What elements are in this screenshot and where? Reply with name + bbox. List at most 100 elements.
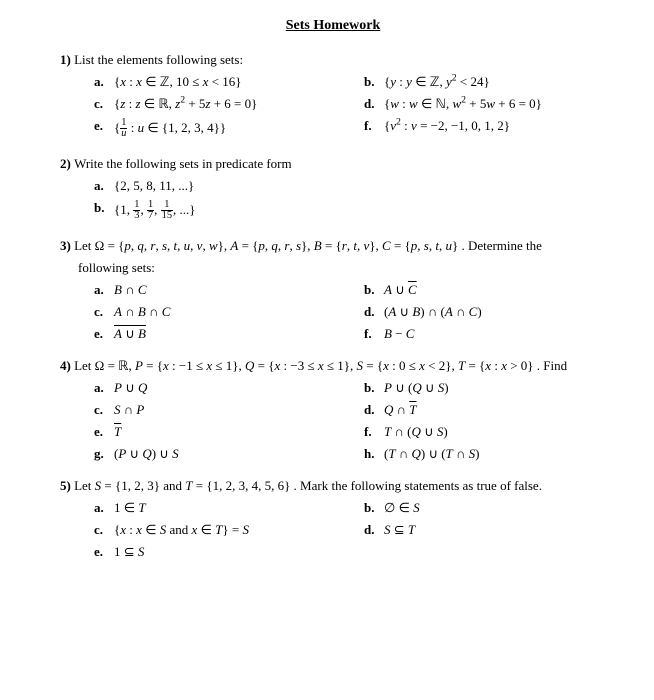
item-expression: (P ∪ Q) ∪ S <box>114 446 179 462</box>
item-row: b.{1, 13, 17, 115, ...} <box>94 200 606 222</box>
item-row: a.1 ∈ Tb.∅ ∈ S <box>94 500 606 516</box>
item-cell: d.{w : w ∈ ℕ, w2 + 5w + 6 = 0} <box>364 96 542 112</box>
item-cell: a.{x : x ∈ ℤ, 10 ≤ x < 16} <box>94 74 364 90</box>
item-cell: b.{y : y ∈ ℤ, y2 < 24} <box>364 74 490 90</box>
item-expression: {v2 : v = −2, −1, 0, 1, 2} <box>384 118 510 134</box>
item-row: c.A ∩ B ∩ Cd.(A ∪ B) ∩ (A ∩ C) <box>94 304 606 320</box>
item-cell: c.{x : x ∈ S and x ∈ T} = S <box>94 522 364 538</box>
question-text: Let S = {1, 2, 3} and T = {1, 2, 3, 4, 5… <box>74 478 542 493</box>
items-container: a.{2, 5, 8, 11, ...}b.{1, 13, 17, 115, .… <box>60 178 606 222</box>
item-cell: a.1 ∈ T <box>94 500 364 516</box>
question-prompt: 1) List the elements following sets: <box>60 52 606 68</box>
question-block: 5) Let S = {1, 2, 3} and T = {1, 2, 3, 4… <box>60 478 606 560</box>
question-prompt: 3) Let Ω = {p, q, r, s, t, u, v, w}, A =… <box>60 238 606 254</box>
item-expression: P ∪ Q <box>114 380 147 396</box>
item-expression: T ∩ (Q ∪ S) <box>384 424 448 440</box>
item-expression: {1, 13, 17, 115, ...} <box>114 200 196 222</box>
item-expression: B ∩ C <box>114 282 147 298</box>
item-expression: 1 ⊆ S <box>114 544 144 560</box>
item-row: c.S ∩ Pd.Q ∩ T <box>94 402 606 418</box>
question-block: 2) Write the following sets in predicate… <box>60 156 606 222</box>
item-expression: {1u : u ∈ {1, 2, 3, 4}} <box>114 118 226 140</box>
item-expression: 1 ∈ T <box>114 500 146 516</box>
item-label: b. <box>364 74 384 90</box>
items-container: a.P ∪ Qb.P ∪ (Q ∪ S)c.S ∩ Pd.Q ∩ Te.Tf.T… <box>60 380 606 462</box>
item-label: a. <box>94 282 114 298</box>
question-number: 1) <box>60 52 74 67</box>
item-label: a. <box>94 178 114 194</box>
item-label: e. <box>94 424 114 440</box>
item-label: f. <box>364 118 384 134</box>
question-number: 4) <box>60 358 74 373</box>
question-number: 5) <box>60 478 74 493</box>
item-expression: Q ∩ T <box>384 402 417 418</box>
item-label: e. <box>94 544 114 560</box>
question-prompt: 5) Let S = {1, 2, 3} and T = {1, 2, 3, 4… <box>60 478 606 494</box>
item-label: d. <box>364 96 384 112</box>
item-expression: {2, 5, 8, 11, ...} <box>114 178 194 194</box>
question-number: 2) <box>60 156 74 171</box>
item-label: a. <box>94 380 114 396</box>
question-text: Let Ω = {p, q, r, s, t, u, v, w}, A = {p… <box>74 238 542 253</box>
item-row: c.{x : x ∈ S and x ∈ T} = Sd.S ⊆ T <box>94 522 606 538</box>
item-expression: A ∪ B <box>114 326 146 342</box>
item-cell: e.T <box>94 424 364 440</box>
question-block: 4) Let Ω = ℝ, P = {x : −1 ≤ x ≤ 1}, Q = … <box>60 358 606 462</box>
item-cell: c.A ∩ B ∩ C <box>94 304 364 320</box>
item-cell: b.∅ ∈ S <box>364 500 420 516</box>
item-row: e.Tf.T ∩ (Q ∪ S) <box>94 424 606 440</box>
question-block: 3) Let Ω = {p, q, r, s, t, u, v, w}, A =… <box>60 238 606 342</box>
item-expression: ∅ ∈ S <box>384 500 420 516</box>
item-cell: f.{v2 : v = −2, −1, 0, 1, 2} <box>364 118 510 134</box>
item-row: e.1 ⊆ S <box>94 544 606 560</box>
item-row: e.{1u : u ∈ {1, 2, 3, 4}} f.{v2 : v = −2,… <box>94 118 606 140</box>
item-label: f. <box>364 326 384 342</box>
item-row: e.A ∪ B f.B − C <box>94 326 606 342</box>
item-expression: {x : x ∈ ℤ, 10 ≤ x < 16} <box>114 74 241 90</box>
item-label: a. <box>94 74 114 90</box>
item-label: h. <box>364 446 384 462</box>
item-row: a.B ∩ C b.A ∪ C <box>94 282 606 298</box>
item-expression: A ∩ B ∩ C <box>114 304 170 320</box>
question-prompt: 2) Write the following sets in predicate… <box>60 156 606 172</box>
item-cell: b.A ∪ C <box>364 282 417 298</box>
item-cell: d.Q ∩ T <box>364 402 417 418</box>
item-label: e. <box>94 118 114 140</box>
item-label: b. <box>364 380 384 396</box>
item-cell: f.B − C <box>364 326 414 342</box>
item-cell: b.P ∪ (Q ∪ S) <box>364 380 449 396</box>
question-block: 1) List the elements following sets: a.{x… <box>60 52 606 140</box>
item-row: g.(P ∪ Q) ∪ Sh.(T ∩ Q) ∪ (T ∩ S) <box>94 446 606 462</box>
content-body: 1) List the elements following sets:a.{x… <box>60 52 606 560</box>
item-cell: c.S ∩ P <box>94 402 364 418</box>
item-expression: A ∪ C <box>384 282 417 298</box>
item-label: d. <box>364 522 384 538</box>
item-cell: f.T ∩ (Q ∪ S) <box>364 424 448 440</box>
item-cell: d.(A ∪ B) ∩ (A ∩ C) <box>364 304 482 320</box>
item-label: c. <box>94 402 114 418</box>
item-cell: g.(P ∪ Q) ∪ S <box>94 446 364 462</box>
item-expression: {y : y ∈ ℤ, y2 < 24} <box>384 74 490 90</box>
item-row: c.{z : z ∈ ℝ, z2 + 5z + 6 = 0}d.{w : w ∈… <box>94 96 606 112</box>
item-expression: {x : x ∈ S and x ∈ T} = S <box>114 522 249 538</box>
items-container: a.1 ∈ Tb.∅ ∈ Sc.{x : x ∈ S and x ∈ T} = … <box>60 500 606 560</box>
item-label: g. <box>94 446 114 462</box>
item-cell: h.(T ∩ Q) ∪ (T ∩ S) <box>364 446 480 462</box>
item-row: a.{x : x ∈ ℤ, 10 ≤ x < 16}b.{y : y ∈ ℤ, … <box>94 74 606 90</box>
item-label: b. <box>94 200 114 222</box>
item-label: b. <box>364 500 384 516</box>
question-text: List the elements following sets: <box>74 52 243 67</box>
item-expression: (A ∪ B) ∩ (A ∩ C) <box>384 304 482 320</box>
item-row: a.P ∪ Q b.P ∪ (Q ∪ S) <box>94 380 606 396</box>
item-label: d. <box>364 304 384 320</box>
item-label: e. <box>94 326 114 342</box>
item-cell: d.S ⊆ T <box>364 522 415 538</box>
item-label: d. <box>364 402 384 418</box>
item-label: f. <box>364 424 384 440</box>
question-text-cont: following sets: <box>60 260 606 276</box>
item-cell: c.{z : z ∈ ℝ, z2 + 5z + 6 = 0} <box>94 96 364 112</box>
question-text: Let Ω = ℝ, P = {x : −1 ≤ x ≤ 1}, Q = {x … <box>74 358 567 373</box>
item-expression: {z : z ∈ ℝ, z2 + 5z + 6 = 0} <box>114 96 257 112</box>
item-row: a.{2, 5, 8, 11, ...} <box>94 178 606 194</box>
items-container: a.B ∩ Cb.A ∪ Cc.A ∩ B ∩ Cd.(A ∪ B) ∩ (A … <box>60 282 606 342</box>
